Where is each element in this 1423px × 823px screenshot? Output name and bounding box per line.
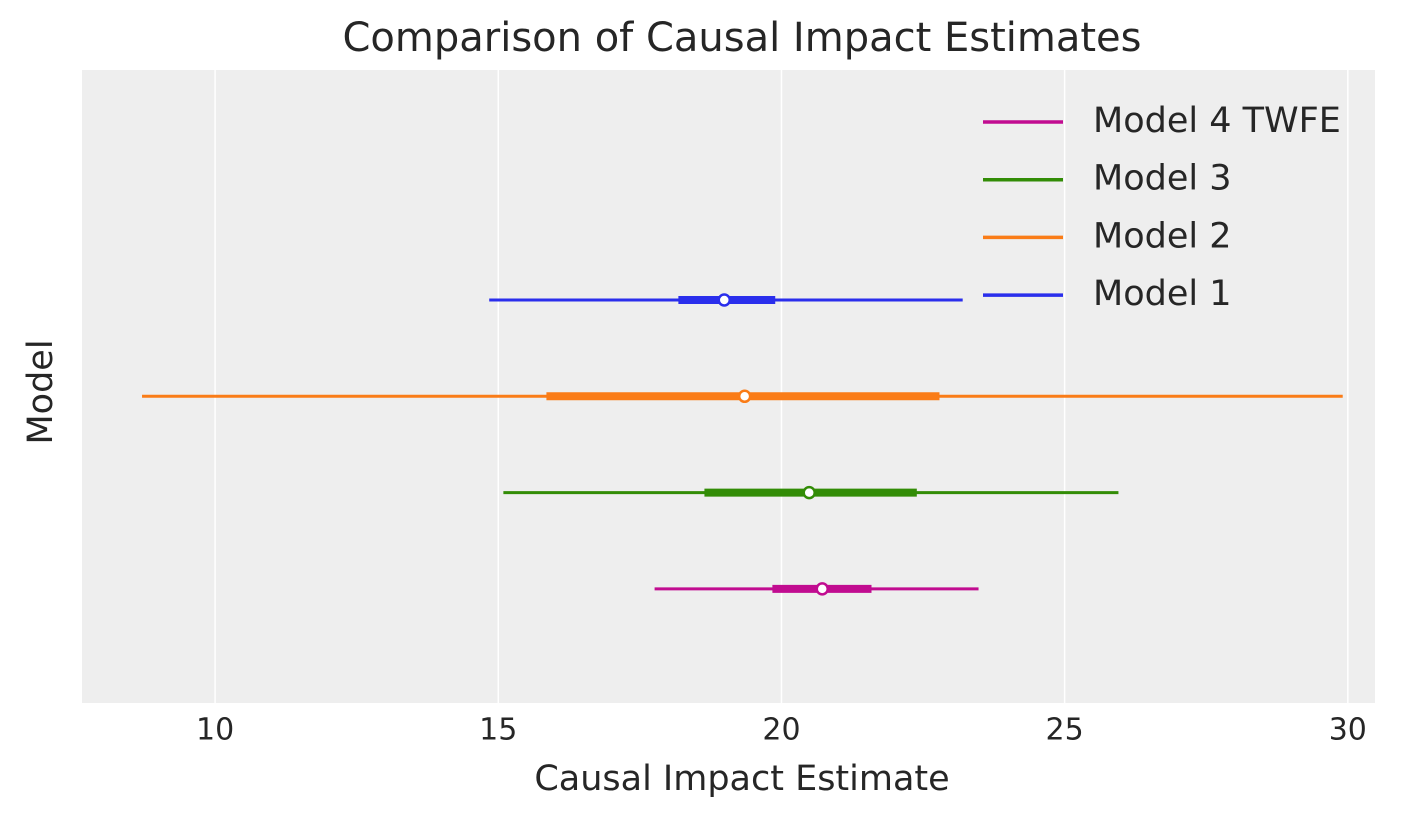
y-axis-label: Model	[21, 339, 61, 444]
x-tick-label: 10	[196, 713, 234, 748]
legend-label: Model 3	[1093, 159, 1231, 199]
x-tick-label: 25	[1046, 713, 1084, 748]
x-tick-label: 15	[479, 713, 517, 748]
plot-area	[82, 70, 1375, 703]
chart-title: Comparison of Causal Impact Estimates	[342, 15, 1141, 61]
legend-label: Model 4 TWFE	[1093, 101, 1341, 141]
median-point	[815, 582, 829, 596]
x-tick-label: 20	[762, 713, 800, 748]
legend-label: Model 2	[1093, 216, 1231, 256]
median-point	[737, 389, 752, 404]
x-tick-label: 30	[1329, 713, 1367, 748]
median-point	[802, 485, 816, 500]
legend-label: Model 1	[1093, 274, 1231, 314]
median-point	[717, 293, 732, 307]
x-axis-label: Causal Impact Estimate	[534, 759, 949, 799]
